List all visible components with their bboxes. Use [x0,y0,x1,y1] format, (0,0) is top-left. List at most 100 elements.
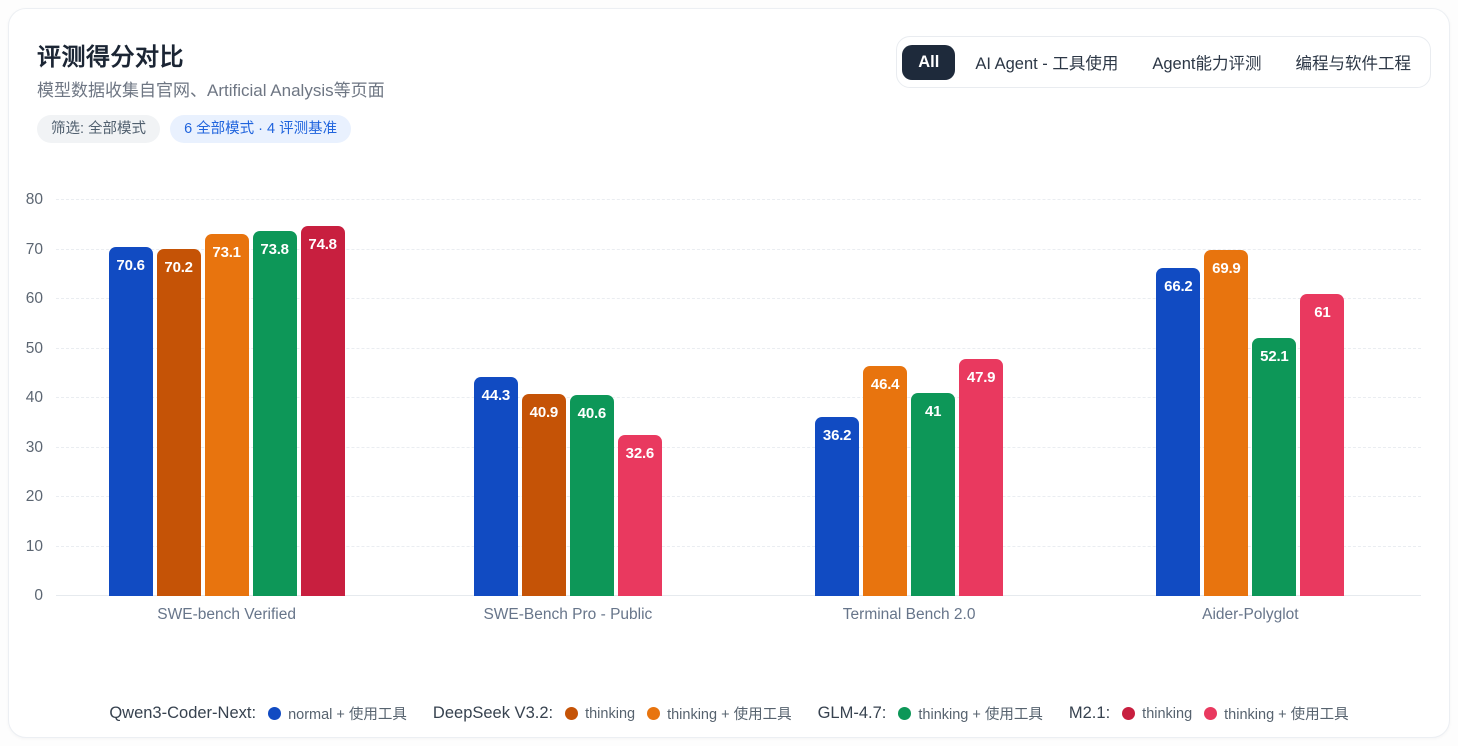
legend-dot-icon [647,707,661,720]
y-tick-label: 10 [25,537,43,555]
y-tick-label: 70 [25,240,43,258]
bar-value-label: 32.6 [625,444,655,462]
legend-item-label: thinking [1142,705,1193,722]
filter-mode-pill[interactable]: 筛选: 全部模式 [37,115,161,143]
page-title: 评测得分对比 [37,44,184,71]
legend-item-label: thinking [585,705,636,722]
bar-value-label: 66.2 [1164,278,1193,296]
bar-value-label: 73.8 [260,240,289,258]
gridline [56,397,1421,398]
bar-value-label: 70.6 [116,256,145,274]
legend-item-label: thinking + 使用工具 [918,707,1043,723]
legend-item[interactable]: thinking + 使用工具 [898,703,1043,724]
bar-deepseek-v32-thinking[interactable]: 40.9 [521,393,566,596]
category-label-0: SWE-bench Verified [157,606,296,623]
legend-item[interactable]: thinking [1122,706,1192,722]
tab-0[interactable]: All [902,44,956,80]
gridline [56,595,1421,596]
bar-value-label: 46.4 [870,376,900,394]
gridline [56,545,1421,547]
category-labels: SWE-bench Verified SWE-Bench Pro - Public… [56,606,1421,624]
bar-value-label: 61 [1314,304,1331,322]
legend-dot-icon [1122,707,1136,720]
category-label-3: Aider-Polyglot [1202,606,1299,623]
page-subtitle: 模型数据收集自官网、Artificial Analysis等页面 [37,81,385,100]
legend-model-label: Qwen3-Coder-Next: [109,704,257,722]
bar-qwen3-coder-next-normal-tools[interactable]: 36.2 [815,416,860,596]
category-label-2: Terminal Bench 2.0 [842,606,976,623]
y-tick-label: 80 [25,191,43,208]
legend-dot-icon [898,707,912,720]
gridline [56,298,1421,299]
bar-value-label: 52.1 [1260,348,1289,366]
legend-item[interactable]: thinking + 使用工具 [647,703,792,724]
y-tick-label: 30 [25,438,43,456]
y-tick-label: 60 [25,290,43,307]
legend-model-label: M2.1: [1068,704,1111,722]
legend-group-2: GLM-4.7: thinking + 使用工具 [818,703,1043,724]
bar-value-label: 36.2 [822,426,852,444]
bar-m21-thinking[interactable]: 74.8 [300,225,345,596]
tab-2[interactable]: Agent能力评测 [1152,55,1262,73]
bar-group-3: 66.2 69.9 52.1 61 [1080,200,1421,596]
tab-1[interactable]: AI Agent - 工具使用 [975,55,1119,73]
bar-group-0: 70.6 70.2 73.1 73.8 74.8 [56,200,397,596]
bar-value-label: 44.3 [481,386,511,404]
legend-item[interactable]: normal + 使用工具 [268,703,407,724]
bar-glm-47-thinking-tools[interactable]: 52.1 [1252,338,1297,596]
bar-deepseek-v32-thinking[interactable]: 70.2 [156,248,201,596]
bar-value-label: 41 [924,403,942,421]
y-tick-label: 0 [34,587,43,604]
legend-item[interactable]: thinking + 使用工具 [1204,703,1349,724]
gridline [56,496,1421,497]
legend-item-label: thinking + 使用工具 [1224,707,1349,723]
y-axis: 0 10 20 30 40 50 60 70 80 [9,191,49,604]
bar-glm-47-thinking-tools[interactable]: 41 [911,393,956,596]
legend-dot-icon [1204,707,1218,720]
legend-group-3: M2.1: thinking thinking + 使用工具 [1069,703,1349,724]
bar-group-1: 44.3 40.9 40.6 32.6 [397,200,738,596]
bar-value-label: 70.2 [164,258,193,276]
bar-value-label: 40.6 [577,405,607,423]
bar-deepseek-v32-thinking-tools[interactable]: 73.1 [204,234,249,596]
gridline [56,248,1421,250]
y-tick-label: 50 [25,339,43,357]
gridline [56,347,1421,349]
bar-value-label: 69.9 [1212,260,1241,277]
bar-deepseek-v32-thinking-tools[interactable]: 46.4 [863,366,908,596]
bar-m21-thinking-tools[interactable]: 47.9 [959,358,1004,596]
tab-3[interactable]: 编程与软件工程 [1295,55,1412,73]
bar-qwen3-coder-next-normal-tools[interactable]: 66.2 [1156,268,1201,596]
bar-qwen3-coder-next-normal-tools[interactable]: 70.6 [108,246,153,596]
plot-area: 70.6 70.2 73.1 73.8 74.8 44.3 40.9 40.6 32.6 36.2… [56,199,1421,596]
bar-m21-thinking-tools[interactable]: 32.6 [617,434,662,596]
filter-counts-pill[interactable]: 6 全部模式 · 4 评测基准 [170,115,352,143]
legend-item[interactable]: thinking [565,706,635,722]
gridline [56,446,1421,448]
bar-groups: 70.6 70.2 73.1 73.8 74.8 44.3 40.9 40.6 32.6 36.2… [56,200,1421,596]
y-tick-label: 40 [25,389,43,406]
gridline [56,199,1421,200]
bar-value-label: 40.9 [529,403,559,421]
legend: Qwen3-Coder-Next: normal + 使用工具 DeepSeek V… [9,703,1449,724]
legend-dot-icon [268,707,282,720]
bar-value-label: 47.9 [966,368,996,386]
bar-value-label: 74.8 [308,235,337,253]
bar-qwen3-coder-next-normal-tools[interactable]: 44.3 [473,376,518,596]
legend-dot-icon [565,707,579,720]
chart-panel: 评测得分对比 模型数据收集自官网、Artificial Analysis等页面 … [8,8,1450,738]
bar-group-2: 36.2 46.4 41 47.9 [739,200,1080,596]
legend-model-label: DeepSeek V3.2: [432,704,554,722]
bar-glm-47-thinking-tools[interactable]: 40.6 [569,395,614,596]
bar-m21-thinking-tools[interactable]: 61 [1300,294,1345,596]
bar-deepseek-v32-thinking-tools[interactable]: 69.9 [1204,250,1249,596]
legend-group-0: Qwen3-Coder-Next: normal + 使用工具 [109,703,407,724]
tab-bar: All AI Agent - 工具使用 Agent能力评测 编程与软件工程 [896,36,1431,88]
category-label-1: SWE-Bench Pro - Public [483,606,653,623]
y-tick-label: 20 [25,488,43,505]
legend-item-label: normal + 使用工具 [288,707,407,723]
bar-value-label: 73.1 [212,244,241,262]
legend-item-label: thinking + 使用工具 [667,707,792,723]
filter-pills: 筛选: 全部模式 6 全部模式 · 4 评测基准 [37,115,352,143]
bar-glm-47-thinking-tools[interactable]: 73.8 [252,230,297,596]
